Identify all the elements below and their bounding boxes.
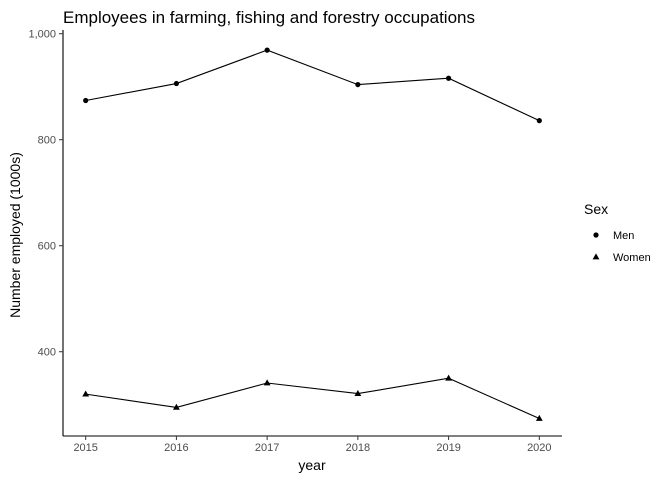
data-point-men	[264, 47, 270, 53]
data-point-men	[536, 118, 542, 124]
series-women	[82, 374, 543, 421]
x-axis-ticks: 2015 2016 2017 2018 2019 2020	[73, 436, 552, 454]
series-men	[83, 47, 542, 124]
y-tick-label: 600	[38, 241, 56, 253]
x-tick-label: 2019	[436, 442, 460, 454]
data-point-women	[535, 414, 543, 421]
y-axis-ticks: 400 600 800 1,000	[28, 29, 63, 359]
data-point-women	[82, 390, 90, 397]
y-tick-label: 800	[38, 135, 56, 147]
x-axis-title: year	[298, 457, 326, 473]
data-point-women	[172, 403, 180, 410]
legend-marker-men	[593, 232, 599, 238]
x-tick-label: 2017	[255, 442, 279, 454]
x-tick-label: 2020	[527, 442, 551, 454]
x-tick-label: 2016	[164, 442, 188, 454]
legend-label-women: Women	[613, 252, 651, 264]
y-tick-label: 1,000	[28, 29, 56, 41]
chart-title: Employees in farming, fishing and forest…	[63, 8, 475, 27]
legend-items: Men Women	[592, 230, 651, 264]
data-point-men	[173, 80, 180, 87]
data-point-women	[445, 374, 453, 381]
plot-area	[62, 30, 562, 437]
data-point-women	[354, 389, 362, 396]
y-axis-title: Number employed (1000s)	[7, 152, 23, 318]
data-point-men	[445, 75, 452, 81]
data-point-men	[355, 81, 361, 88]
y-tick-label: 400	[38, 347, 56, 359]
legend-label-men: Men	[613, 230, 634, 242]
series-line-women	[85, 377, 540, 420]
x-tick-label: 2018	[346, 442, 370, 454]
x-tick-label: 2015	[73, 442, 97, 454]
data-point-men	[83, 97, 89, 104]
legend-title: Sex	[584, 201, 608, 217]
legend-marker-women	[592, 253, 600, 260]
series-line-men	[85, 49, 540, 122]
legend: Sex Men Women	[584, 201, 651, 264]
data-point-women	[263, 379, 271, 386]
